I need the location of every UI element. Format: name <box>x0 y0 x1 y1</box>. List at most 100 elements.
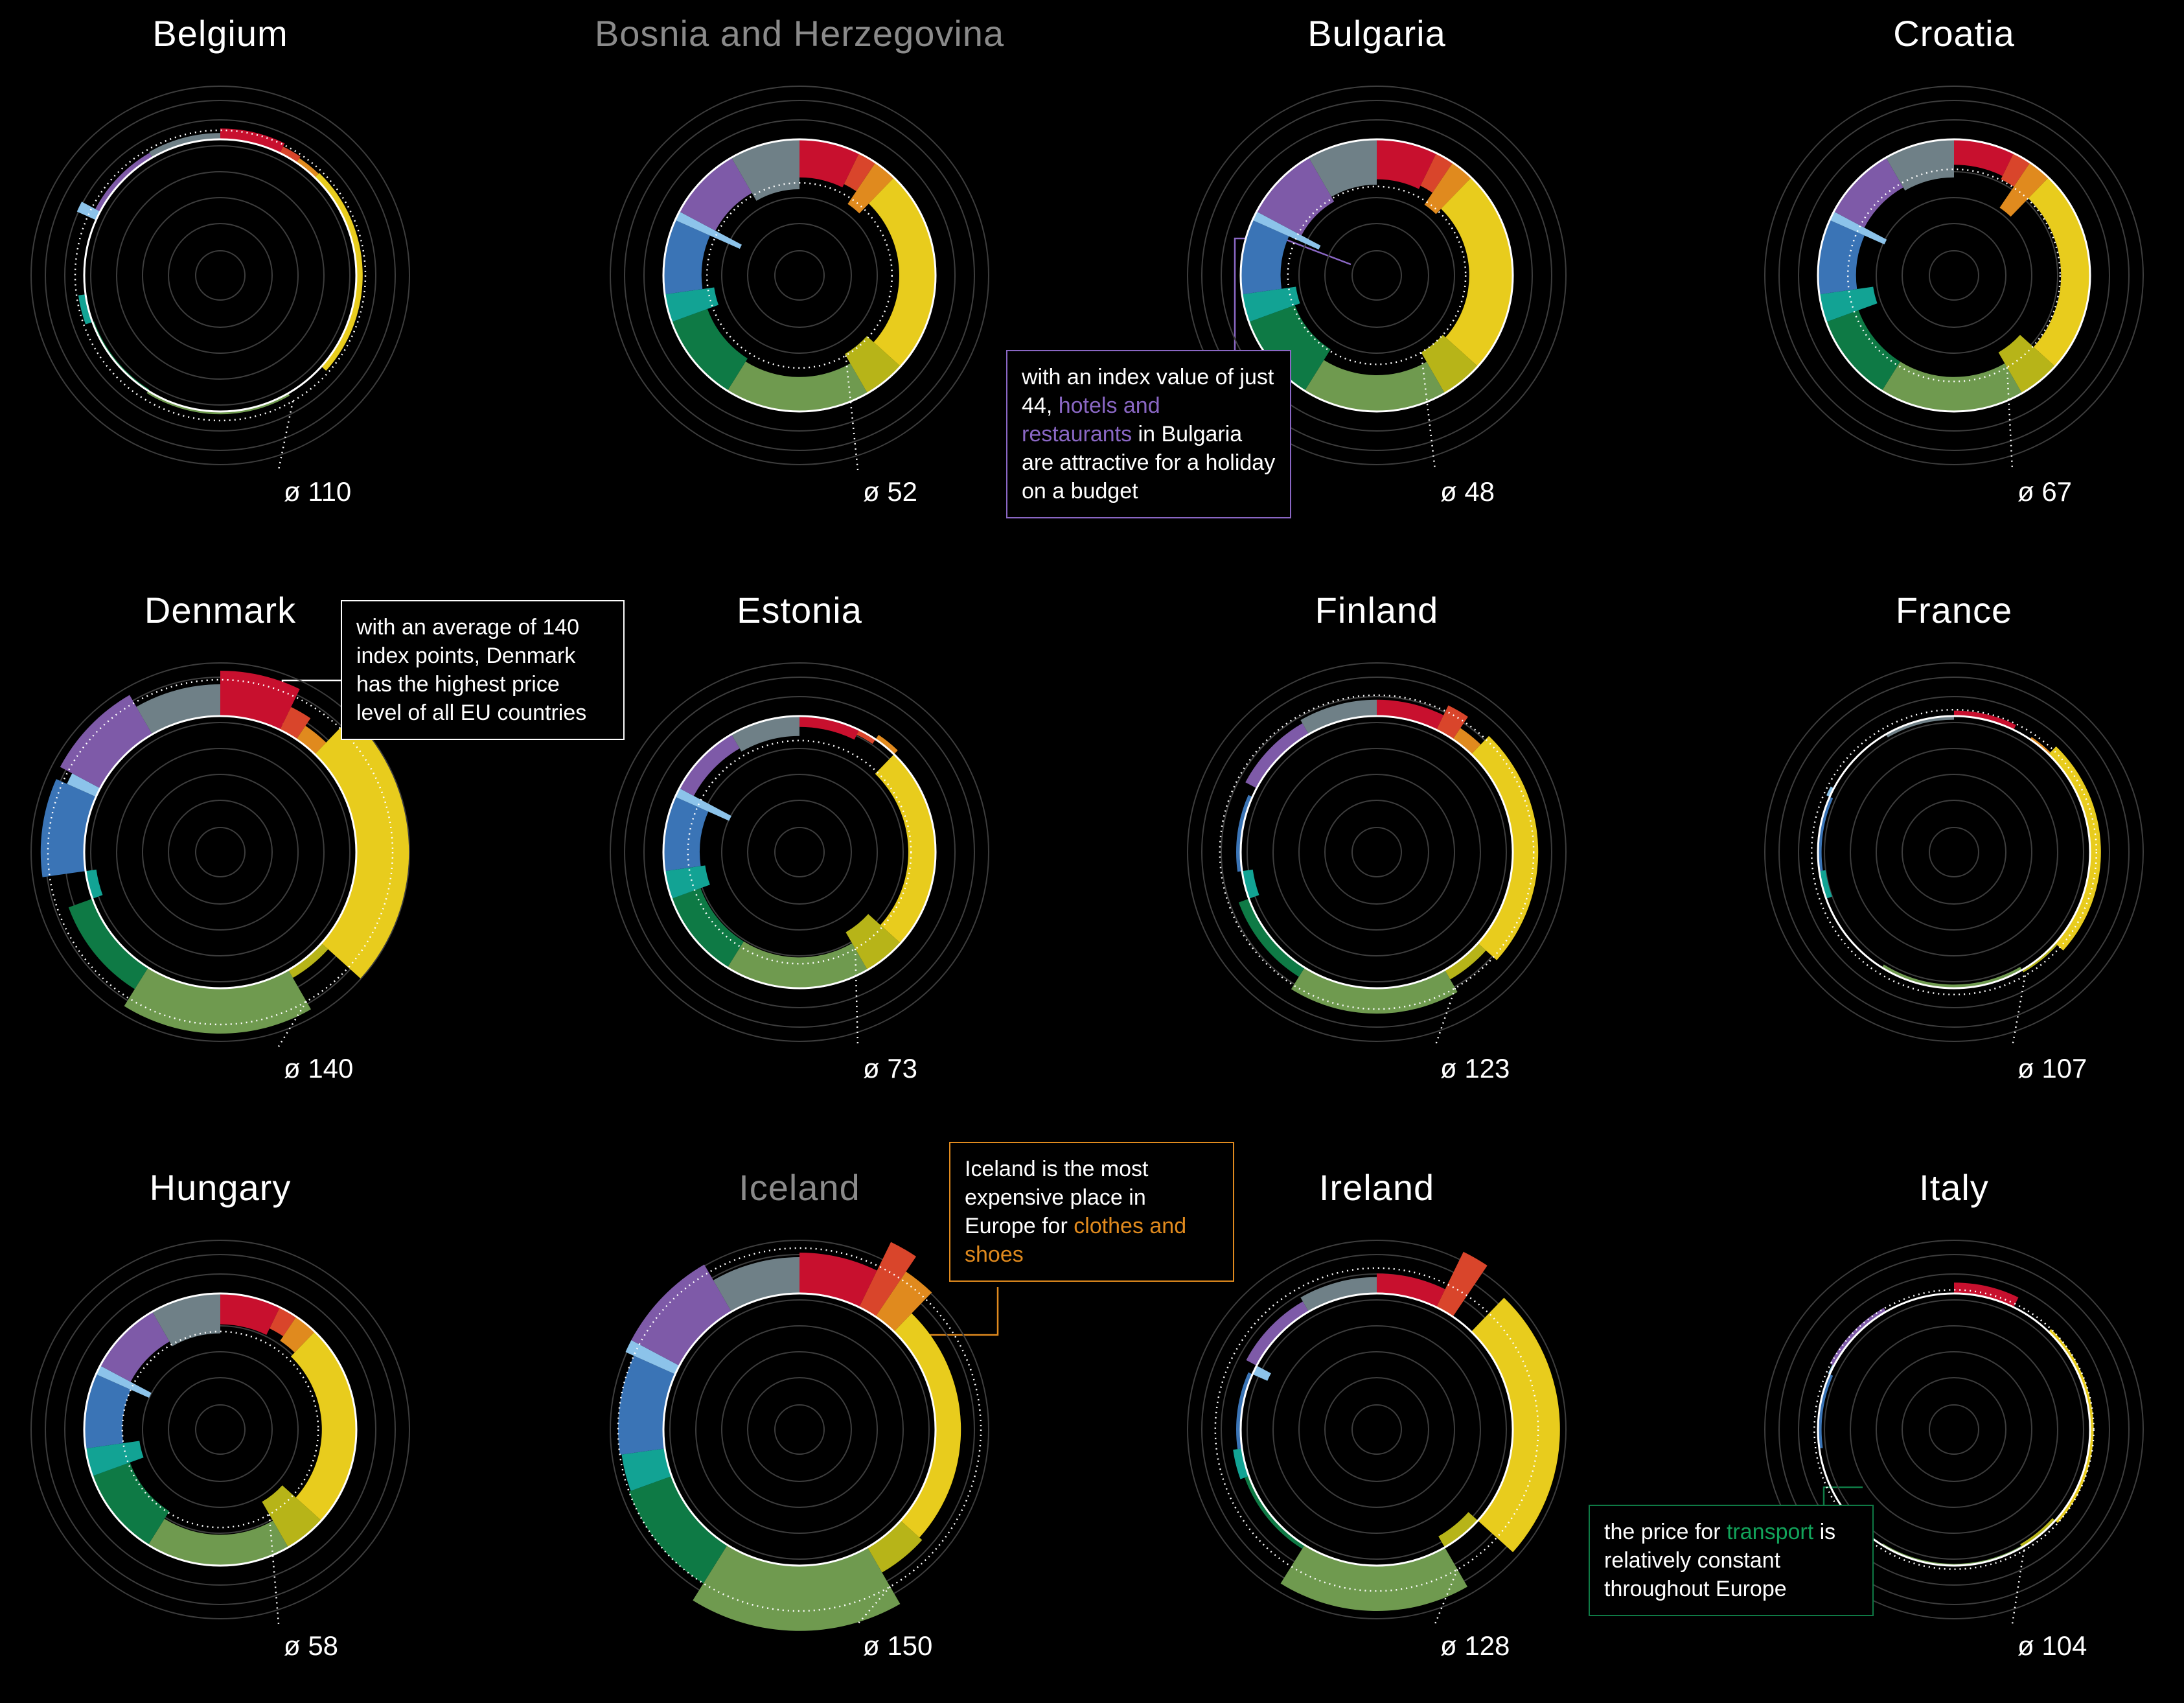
segment-housing <box>868 177 936 367</box>
segment-education <box>675 788 731 821</box>
country-chart: Denmark ø 140 <box>30 590 410 1083</box>
segment-recreation <box>40 779 97 877</box>
segment-misc <box>1886 139 1954 191</box>
grid-ring <box>1876 774 2032 931</box>
segment-hotels-restaurants <box>1833 734 1886 789</box>
segment-transport <box>92 1462 170 1546</box>
average-label: ø 128 <box>1440 1630 1510 1661</box>
average-leader-line <box>854 949 859 1047</box>
segment-education <box>67 773 100 797</box>
country-average-circle <box>1214 1267 1539 1592</box>
country-chart: Croatia ø 67 <box>1764 13 2144 507</box>
segment-alcohol-tobacco <box>2001 153 2030 187</box>
segment-alcohol-tobacco <box>859 1242 917 1317</box>
segment-transport <box>671 888 744 968</box>
segment-communication <box>86 869 103 899</box>
segment-housing <box>1441 177 1513 367</box>
country-average-circle <box>617 1247 982 1612</box>
grid-ring <box>1272 748 1481 956</box>
segment-housing <box>314 172 363 371</box>
eu-reference-circle <box>83 715 358 990</box>
segment-hotels-restaurants <box>679 734 740 796</box>
country-chart: Belgium ø 110 <box>30 13 410 507</box>
eu-reference-circle <box>83 138 358 413</box>
segment-food <box>1954 139 2014 176</box>
country-average-circle <box>1287 185 1467 365</box>
segment-misc <box>731 139 799 201</box>
average-label: ø 140 <box>284 1053 353 1083</box>
segment-education <box>76 202 100 220</box>
grid-ring <box>1221 119 1533 432</box>
note-bulgaria-hotels: with an index value of just 44, hotels a… <box>1006 350 1291 518</box>
grid-ring <box>1902 800 2006 905</box>
segment-furnishings <box>1998 334 2056 393</box>
segment-alcohol-tobacco <box>270 1307 297 1337</box>
grid-ring <box>643 696 956 1008</box>
segment-communication <box>1242 286 1300 322</box>
segment-alcohol-tobacco <box>280 146 301 163</box>
grid-ring <box>721 1351 878 1508</box>
grid-ring <box>90 722 351 982</box>
segment-alcohol-tobacco <box>1436 705 1468 739</box>
grid-ring <box>64 119 376 432</box>
grid-ring <box>1187 86 1567 465</box>
eu-reference-circle <box>662 1292 937 1567</box>
segment-clothes-shoes <box>875 1271 932 1332</box>
grid-ring <box>1778 677 2130 1028</box>
average-label: ø 104 <box>2017 1630 2087 1661</box>
segment-misc <box>1300 699 1377 735</box>
segment-alcohol-tobacco <box>856 730 876 744</box>
segment-recreation <box>1818 796 1833 872</box>
segment-alcohol-tobacco <box>280 707 311 739</box>
segment-hotels-restaurants <box>60 695 152 789</box>
segment-alcohol-tobacco <box>1436 1251 1488 1317</box>
country-title: Bulgaria <box>1307 13 1445 54</box>
note-transport-text-2: transport <box>1726 1520 1814 1544</box>
note-iceland-text-2: clothes and shoes <box>965 1214 1187 1267</box>
segment-recreation <box>663 796 709 872</box>
average-label: ø 58 <box>284 1630 338 1661</box>
grid-ring <box>90 145 351 406</box>
segment-clothes-shoes <box>296 157 319 178</box>
average-label: ø 52 <box>863 476 917 507</box>
grid-ring <box>1351 1404 1402 1455</box>
grid-ring <box>1247 1299 1507 1560</box>
grid-ring <box>168 1377 273 1482</box>
country-chart: Finland ø 123 <box>1187 590 1567 1083</box>
grid-ring <box>695 1325 904 1534</box>
country-title: Italy <box>1919 1167 1989 1208</box>
segment-education <box>1252 211 1321 250</box>
segment-hotels-restaurants <box>1830 1308 1886 1366</box>
grid-ring <box>1324 1377 1429 1482</box>
grid-ring <box>1351 827 1402 877</box>
segment-education <box>675 211 742 249</box>
grid-ring <box>721 774 878 931</box>
segment-communication <box>78 294 93 325</box>
average-leader-line <box>2011 1550 2025 1625</box>
segment-misc <box>1309 139 1377 197</box>
segment-health <box>148 1518 288 1566</box>
eu-reference-circle <box>83 1292 358 1567</box>
grid-ring <box>1798 696 2110 1008</box>
segment-transport <box>628 1476 728 1584</box>
segment-clothes-shoes <box>1453 728 1481 754</box>
segment-communication <box>1233 1448 1249 1479</box>
grid-ring <box>142 774 299 931</box>
note-bulgaria-text-2: hotels and restaurants <box>1022 393 1160 446</box>
segment-furnishings <box>1445 943 1486 980</box>
grid-ring <box>1272 1325 1481 1534</box>
country-average-circle <box>47 678 394 1026</box>
segment-transport <box>68 898 148 990</box>
segment-communication <box>86 1441 144 1476</box>
segment-recreation <box>84 1374 131 1449</box>
grid-ring <box>168 223 273 328</box>
country-average-circle <box>1219 694 1535 1010</box>
segment-recreation <box>1818 220 1865 295</box>
segment-health <box>727 361 868 412</box>
segment-food <box>799 716 860 740</box>
country-chart: Bulgaria ø 48 <box>1187 13 1567 507</box>
grid-ring <box>45 100 396 451</box>
average-leader-line <box>277 1001 308 1047</box>
segment-communication <box>1242 869 1259 899</box>
grid-ring <box>1201 100 1552 451</box>
